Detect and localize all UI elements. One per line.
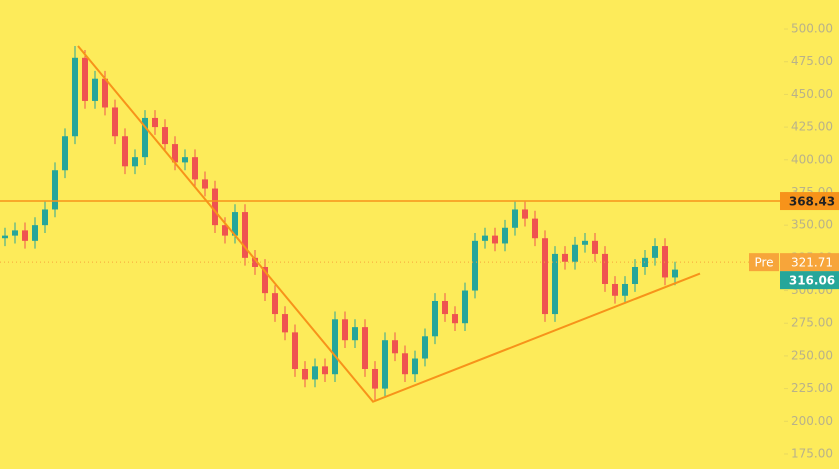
candle-body [452,314,458,324]
candle-body [92,78,98,101]
candle-body [502,227,508,244]
last-price: 316.06 [789,274,835,288]
candle-body [322,366,328,375]
pre-tag: Pre [754,256,773,270]
candle-body [492,235,498,244]
candle-body [612,283,618,296]
y-tick-label: 250.00 [791,348,833,362]
candle-body [422,336,428,359]
y-tick-label: 175.00 [791,446,833,460]
candle-body [372,368,378,389]
candle-body [162,127,168,145]
candle-body [222,225,228,236]
candle-body [542,238,548,315]
candle-body [572,244,578,262]
candle-body [362,327,368,369]
candle-body [282,314,288,333]
candle-body [512,209,518,228]
y-tick-label: 425.00 [791,120,833,134]
candle-body [352,327,358,341]
candle-body [102,78,108,108]
candle-body [172,144,178,163]
y-tick-label: 200.00 [791,414,833,428]
candle-body [112,107,118,137]
candle-body [342,319,348,341]
candle-body [192,157,198,180]
y-tick-label: 500.00 [791,22,833,36]
candle-body [32,225,38,241]
candle-body [392,340,398,354]
candle-body [382,340,388,389]
candle-body [562,253,568,262]
candle-body [152,117,158,128]
price-label: 368.43 [789,195,835,209]
price-label-box [780,192,839,211]
candle-body [62,136,68,171]
y-tick-label: 475.00 [791,54,833,68]
candle-body [22,230,28,241]
candle-body [652,246,658,258]
candle-body [212,188,218,226]
pre-price-box [780,253,839,272]
candle-body [2,235,8,239]
candle-body [182,157,188,163]
candle-body [632,266,638,284]
candle-body [42,209,48,226]
candle-body [672,269,678,278]
candle-body [582,240,588,245]
candle-body [132,157,138,167]
trend-line [77,45,701,403]
candle-body [552,253,558,315]
candle-body [72,57,78,137]
candle-body [522,209,528,219]
y-tick-label: 450.00 [791,87,833,101]
candle-body [592,240,598,254]
y-tick-label: 400.00 [791,152,833,166]
candle-body [302,368,308,380]
candle-body [622,283,628,296]
candle-body [332,319,338,375]
candle-body [472,240,478,291]
pre-price: 321.71 [791,256,833,270]
candle-body [602,253,608,284]
candle-body [272,293,278,315]
candle-body [12,230,18,236]
candle-body [52,170,58,210]
candle-body [242,212,248,258]
candle-body [292,332,298,369]
candle-body [82,57,88,101]
candle-body [442,300,448,315]
candle-body [122,136,128,167]
candle-body [202,179,208,189]
pre-tag-box [749,253,779,272]
last-price-box [780,271,839,290]
candle-body [262,266,268,294]
candle-body [232,212,238,236]
candle-body [402,353,408,375]
candle-body [432,300,438,337]
candle-body [252,257,258,267]
candle-body [532,218,538,239]
y-tick-label: 350.00 [791,218,833,232]
candle-body [412,358,418,375]
candle-body [462,290,468,324]
candle-body [312,366,318,380]
y-tick-label: 275.00 [791,316,833,330]
candle-body [142,117,148,158]
y-tick-label: 225.00 [791,381,833,395]
candle-body [482,235,488,241]
